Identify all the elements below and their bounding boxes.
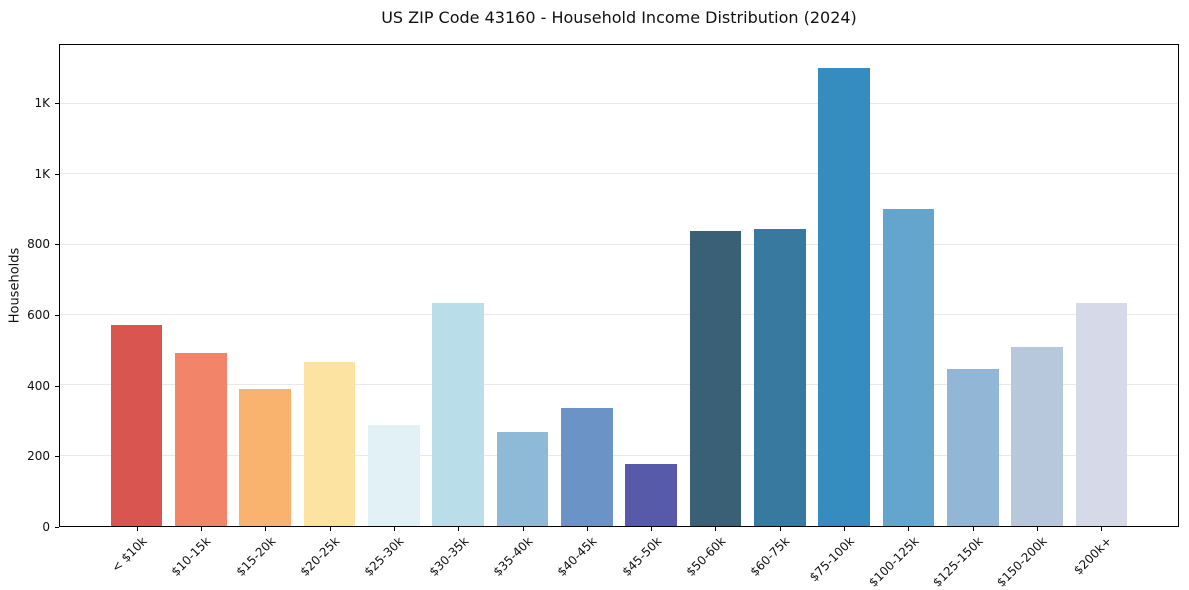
bar-$35-40k (496, 431, 549, 526)
x-tick-mark (136, 527, 138, 531)
x-tick-mark (1037, 527, 1039, 531)
x-tick-mark (458, 527, 460, 531)
bar-$100-125k (882, 208, 935, 526)
bar-$50-60k (689, 230, 742, 526)
bar-$200k+ (1075, 302, 1128, 526)
x-tick-mark (586, 527, 588, 531)
x-tick-label: $50-60k (683, 534, 729, 579)
x-tick-mark (908, 527, 910, 531)
x-tick-label: $40-45k (554, 534, 600, 579)
x-tick-mark (972, 527, 974, 531)
y-tick-mark (55, 456, 59, 458)
y-tick-label: 800 (27, 237, 50, 252)
bar-$60-75k (754, 228, 806, 526)
bar-$15-20k (239, 388, 291, 526)
x-tick-label: $150-200k (994, 534, 1051, 590)
chart-title: US ZIP Code 43160 - Household Income Dis… (381, 8, 857, 27)
y-tick-label: 1K (34, 96, 50, 110)
x-tick-label: $125-150k (930, 534, 986, 590)
x-tick-mark (715, 527, 717, 531)
y-tick-mark (55, 385, 59, 387)
x-tick-mark (844, 527, 846, 531)
bar-$45-50k (625, 464, 677, 526)
bar-$10-15k (175, 352, 227, 526)
gridline (60, 102, 1178, 104)
gridline (60, 313, 1178, 315)
x-tick-mark (393, 527, 395, 531)
x-tick-mark (1101, 527, 1103, 531)
x-tick-label: $20-25k (297, 534, 343, 579)
x-tick-label: $200k+ (1070, 534, 1115, 578)
y-tick-mark (55, 527, 59, 528)
gridline (60, 384, 1178, 386)
gridline (60, 173, 1178, 175)
bar-$25-30k (368, 425, 420, 526)
x-tick-label: $100-125k (865, 534, 922, 590)
y-tick-label: 1K (34, 166, 50, 181)
y-tick-mark (55, 103, 59, 104)
x-tick-mark (779, 527, 781, 531)
bar-$125-150k (947, 368, 999, 526)
x-tick-label: $45-50k (619, 534, 665, 579)
y-tick-label: 200 (27, 449, 50, 464)
y-tick-mark (55, 244, 59, 246)
y-tick-label: 0 (42, 520, 50, 534)
bar-$40-45k (561, 408, 613, 526)
x-tick-mark (329, 527, 331, 531)
plot-area (59, 44, 1179, 527)
x-tick-label: < $10k (108, 534, 150, 575)
x-tick-label: $25-30k (361, 534, 407, 579)
x-tick-mark (522, 527, 524, 531)
x-tick-label: $30-35k (426, 534, 472, 579)
x-tick-mark (265, 527, 267, 531)
x-tick-mark (200, 527, 202, 531)
gridline (60, 454, 1178, 456)
bar-$150-200k (1011, 346, 1063, 526)
gridline (60, 243, 1178, 245)
x-tick-mark (651, 527, 653, 531)
x-tick-label: $75-100k (806, 534, 858, 585)
x-tick-label: $10-15k (168, 534, 214, 579)
y-tick-mark (55, 315, 59, 316)
x-tick-label: $60-75k (747, 534, 793, 579)
bar-$75-100k (818, 67, 870, 526)
bar-$30-35k (432, 302, 484, 526)
x-tick-label: $35-40k (490, 534, 536, 579)
y-tick-label: 400 (27, 378, 50, 393)
y-tick-mark (55, 173, 59, 175)
bar-< $10k (110, 325, 163, 526)
bar-$20-25k (303, 362, 356, 526)
x-tick-label: $15-20k (233, 534, 279, 579)
y-tick-label: 600 (27, 308, 50, 322)
